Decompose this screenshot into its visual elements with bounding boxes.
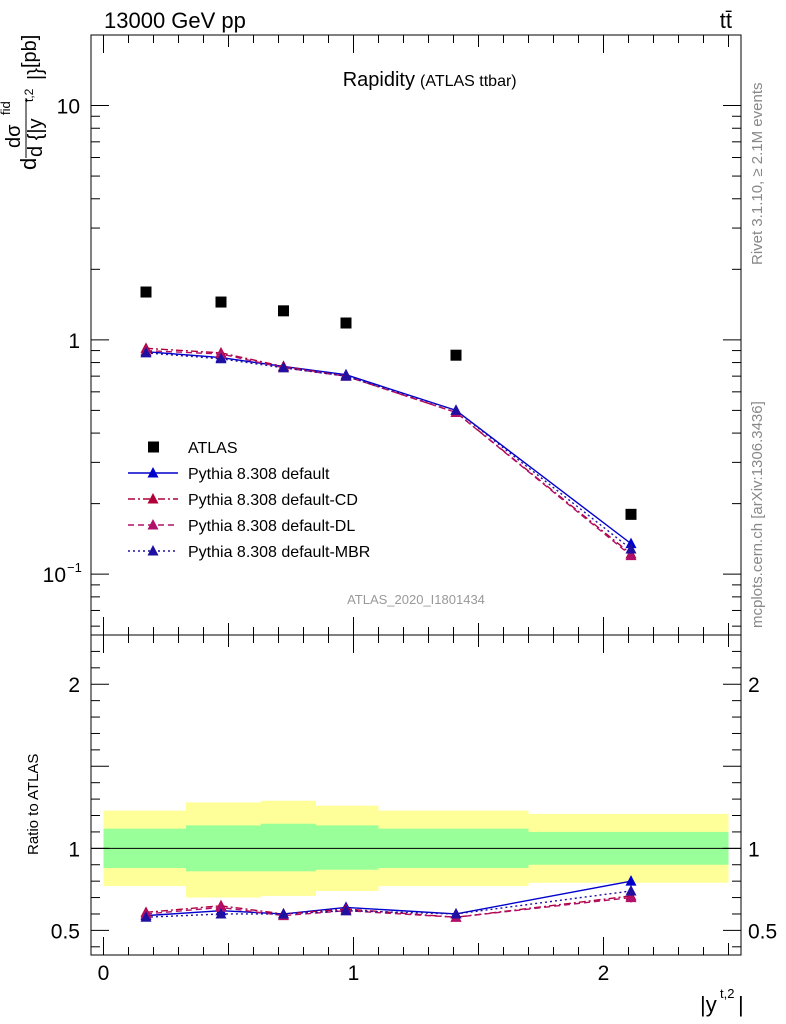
ylabel-denominator: d {|y (25, 118, 47, 157)
ratio-line (145, 880, 632, 917)
legend-item: Pythia 8.308 default-CD (128, 492, 358, 509)
main-y-tick-label-sup: −1 (67, 560, 82, 575)
ylabel-denominator-close: |} (25, 68, 47, 80)
legend-item: Pythia 8.308 default-MBR (128, 544, 370, 561)
data-point (625, 508, 637, 520)
legend-label: Pythia 8.308 default-CD (188, 492, 358, 509)
ylabel-d: d (16, 158, 41, 170)
legend-item: ATLAS (148, 440, 238, 457)
xlabel-sup: t,2 (720, 986, 734, 1001)
rivet-label: Rivet 3.1.10, ≥ 2.1M events (749, 83, 766, 266)
legend: ATLAS Pythia 8.308 default Pythia 8.308 de… (128, 440, 370, 561)
ratio-point (278, 907, 289, 919)
data-point (140, 346, 152, 358)
ratio-y-tick-label-right: 0.5 (748, 920, 777, 943)
legend-item: Pythia 8.308 default-DL (128, 518, 355, 535)
ratio-y-tick-label-right: 2 (748, 674, 760, 697)
data-point (625, 537, 637, 549)
legend-marker (147, 467, 159, 478)
mcplots-label: mcplots.cern.ch [arXiv:1306.3436] (749, 401, 766, 628)
ylabel-numerator: dσ (3, 124, 25, 148)
ratio-uncertainty-bands (91, 800, 741, 898)
main-y-tick-label: 10 (43, 564, 66, 587)
xlabel-close: | (738, 992, 744, 1017)
ratio-point (215, 901, 227, 912)
ratio-axis-ticks (91, 634, 741, 955)
legend-marker (147, 519, 159, 530)
data-point (625, 549, 637, 561)
main-y-axis-label: d dσ fid d {|y t,2 |} [pb] (0, 35, 47, 170)
legend-marker (147, 545, 159, 556)
legend-marker (147, 493, 159, 504)
analysis-label: ATLAS_2020_I1801434 (347, 592, 485, 607)
ratio-y-tick-label: 0.5 (51, 920, 80, 943)
ratio-point (625, 891, 637, 903)
ratio-point (140, 911, 152, 922)
x-axis-label: |y t,2 | (700, 986, 744, 1017)
ratio-y-tick-label-right: 1 (748, 838, 760, 861)
ylabel-numerator-sup: fid (0, 101, 13, 115)
ratio-point (215, 907, 227, 919)
process-label: tt̄ (720, 8, 732, 33)
ylabel-unit: [pb] (19, 35, 41, 68)
ratio-x-tick-label: 1 (348, 962, 360, 985)
band-inner (261, 823, 316, 872)
legend-label: Pythia 8.308 default-DL (188, 518, 355, 535)
data-point (278, 361, 289, 373)
chart-subtitle: (ATLAS ttbar) (420, 73, 517, 90)
band-inner (316, 825, 379, 870)
legend-marker (148, 441, 159, 453)
ratio-point (450, 907, 462, 919)
legend-label: ATLAS (188, 440, 238, 457)
ratio-series-pythia-8-308-default-mbr (140, 885, 637, 922)
ratio-y-axis-label: Ratio to ATLAS (25, 754, 42, 855)
ratio-point (625, 885, 637, 896)
ratio-y-tick-label: 1 (68, 838, 80, 861)
ratio-point (340, 904, 352, 916)
data-point (215, 296, 227, 308)
main-y-tick-label: 10 (57, 96, 80, 119)
series-atlas (140, 286, 637, 520)
legend-item: Pythia 8.308 default (128, 466, 330, 483)
ratio-line (145, 896, 632, 918)
main-axis-ticks (91, 34, 741, 635)
data-point (625, 543, 637, 554)
data-point (340, 370, 352, 381)
energy-label: 13000 GeV pp (104, 8, 246, 33)
ratio-x-tick-label: 0 (98, 962, 110, 985)
series-pythia-8-308-default-mbr (140, 346, 637, 554)
data-point (450, 404, 462, 415)
legend-label: Pythia 8.308 default-MBR (188, 544, 370, 561)
xlabel-base: |y (700, 992, 717, 1017)
main-y-tick-label: 1 (68, 330, 80, 353)
data-point (140, 286, 152, 298)
data-point (340, 317, 352, 329)
series-line (145, 349, 632, 557)
series-line (145, 351, 632, 545)
main-series-group (140, 286, 637, 561)
data-point (215, 352, 227, 364)
ratio-tick-labels: 0.5 0.5 1 1 2 2 0 1 2 (51, 674, 777, 985)
ylabel-denominator-sup: t,2 (22, 88, 36, 102)
ratio-plot-frame (90, 634, 742, 956)
ratio-point (625, 875, 637, 886)
ratio-x-tick-label: 2 (598, 962, 610, 985)
legend-label: Pythia 8.308 default (188, 466, 330, 483)
ratio-y-tick-label: 2 (68, 674, 80, 697)
chart-title: Rapidity (343, 69, 415, 91)
data-point (450, 349, 462, 361)
ratio-series-group (140, 875, 637, 922)
data-point (278, 305, 289, 317)
